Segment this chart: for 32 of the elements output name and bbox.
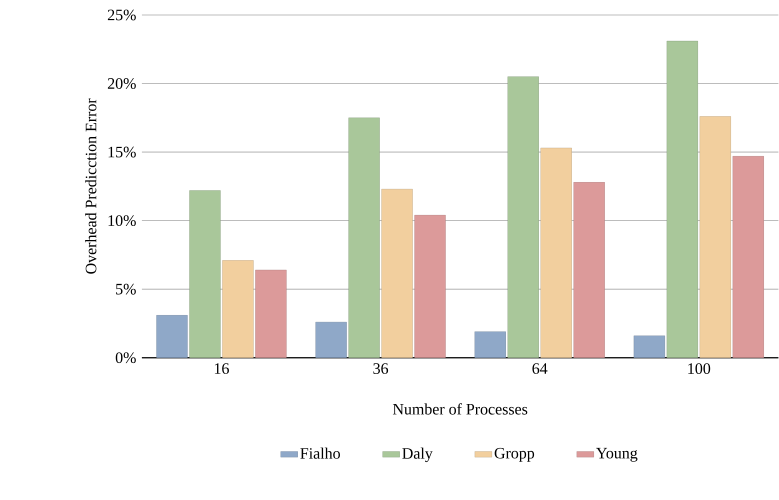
x-tick-label: 64 [532, 363, 548, 374]
bar [381, 189, 413, 358]
legend-label: Gropp [494, 448, 534, 462]
y-axis-title: Overhead Predicction Error [85, 98, 96, 274]
legend-label: Young [596, 448, 638, 462]
bar [634, 336, 666, 358]
bar [574, 182, 605, 358]
bar [348, 118, 380, 358]
bar [508, 76, 539, 358]
bar [732, 156, 764, 358]
y-tick-label: 25% [108, 10, 136, 21]
bar [255, 270, 287, 358]
y-tick-label: 0% [116, 352, 136, 364]
y-tick-label: 5% [116, 284, 136, 295]
bar [540, 148, 572, 358]
bar [474, 332, 506, 358]
x-tick-label: 16 [214, 363, 229, 374]
bar [156, 315, 188, 358]
bar [700, 116, 731, 358]
bar [189, 190, 221, 358]
bar [222, 260, 254, 358]
legend-label: Daly [402, 448, 433, 462]
x-axis-title: Number of Processes [392, 403, 528, 415]
y-tick-label: 10% [108, 215, 136, 226]
y-tick-label: 15% [108, 146, 136, 158]
bar [315, 322, 347, 358]
x-tick-label: 36 [373, 363, 388, 374]
bar [666, 41, 698, 358]
y-tick-label: 20% [108, 78, 136, 90]
bar [414, 215, 446, 358]
legend-label: Fialho [300, 448, 340, 459]
x-tick-label: 100 [688, 363, 710, 374]
